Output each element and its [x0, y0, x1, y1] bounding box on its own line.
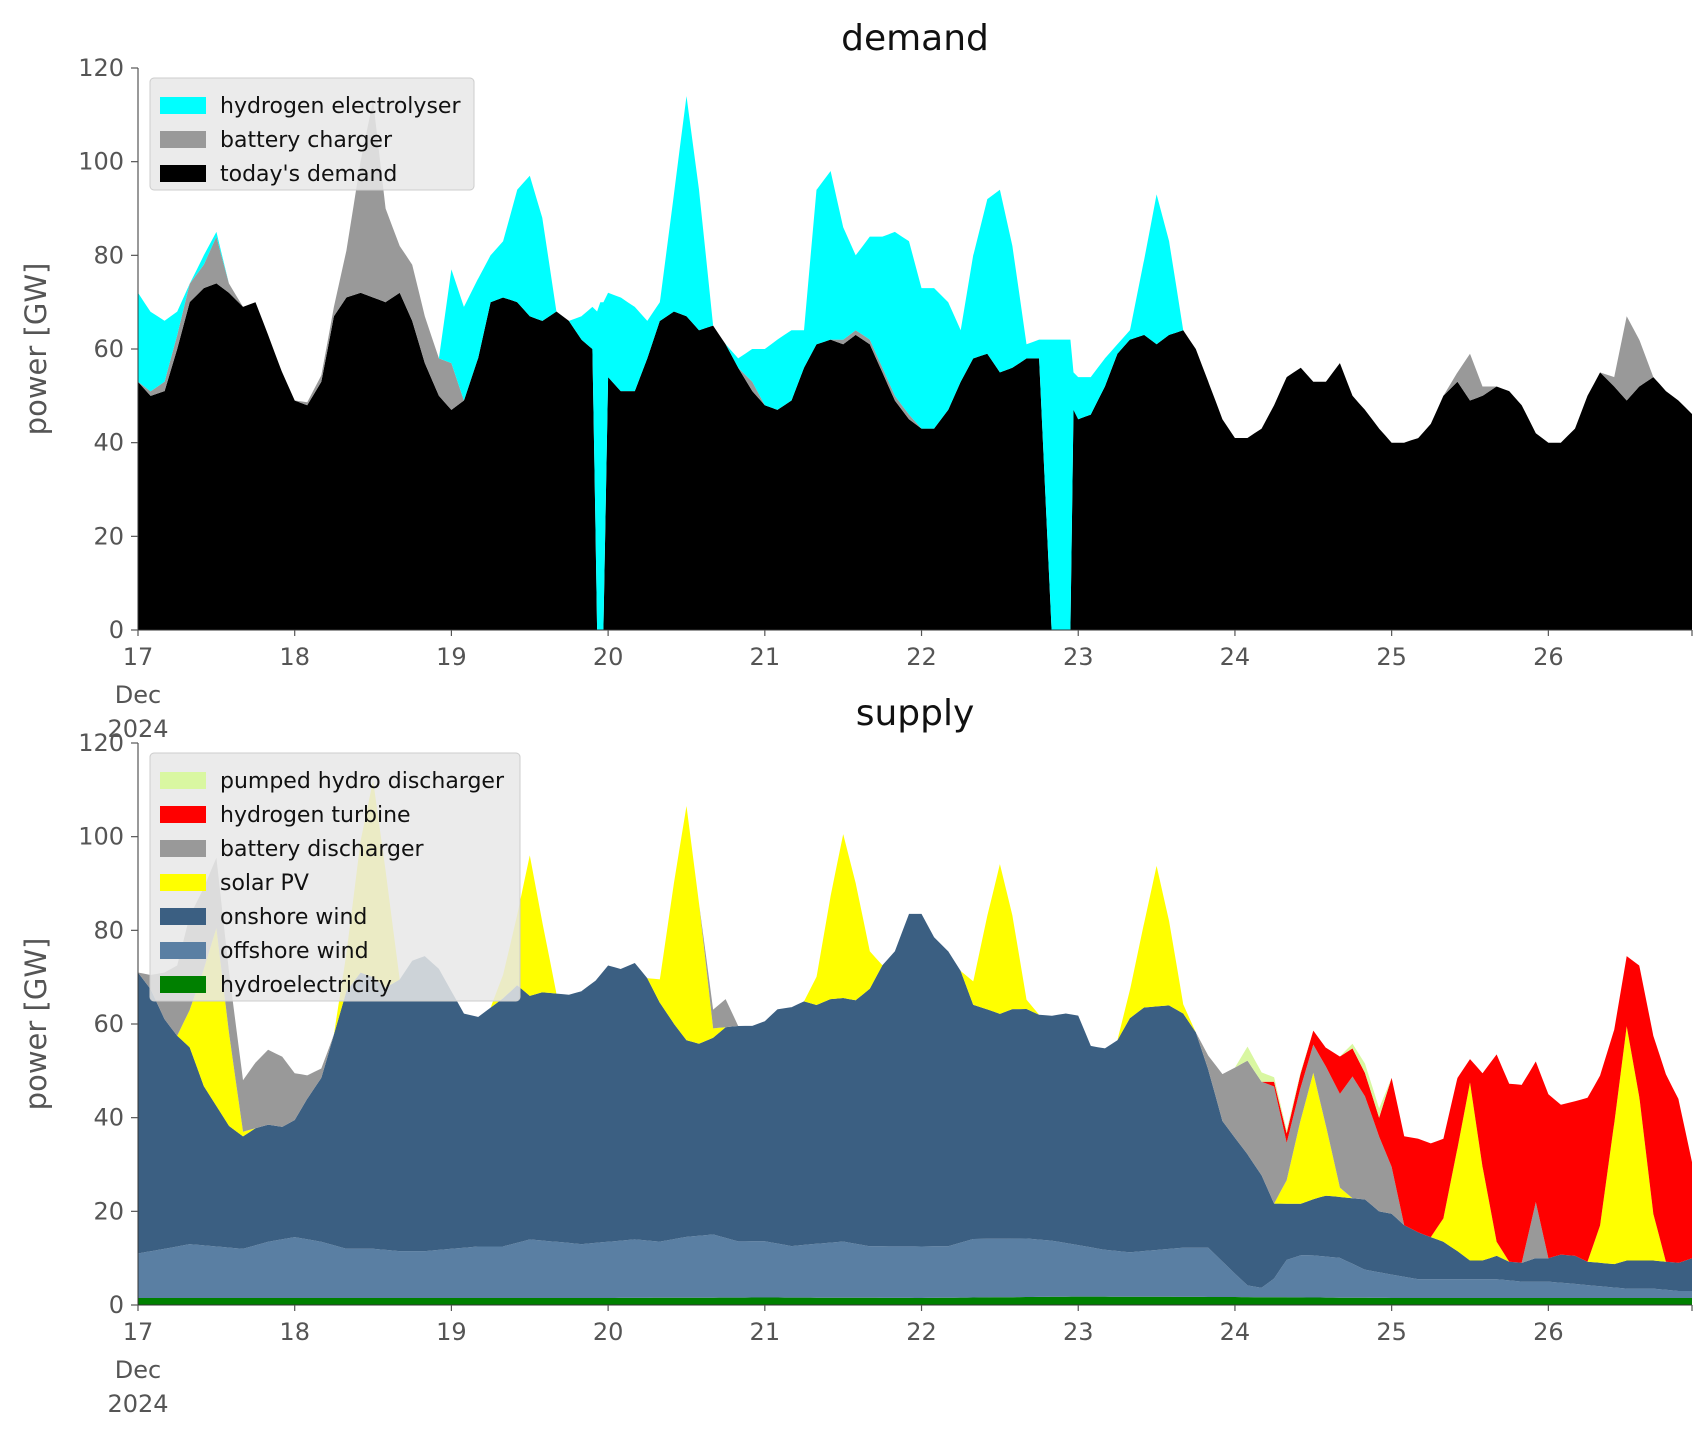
- x-tick-label: 26: [1533, 1318, 1564, 1346]
- legend-swatch: [160, 976, 206, 993]
- legend-swatch: [160, 908, 206, 925]
- y-tick-label: 20: [93, 1197, 124, 1225]
- legend-label: battery discharger: [220, 837, 425, 862]
- legend-box: [149, 77, 475, 191]
- y-tick-label: 60: [93, 1010, 124, 1038]
- y-tick-label: 40: [93, 429, 124, 457]
- chart-title: demand: [841, 18, 989, 59]
- y-tick-label: 0: [109, 616, 124, 644]
- area-series-solar-pv: [138, 780, 1692, 1265]
- x-tick-label: 25: [1376, 1318, 1407, 1346]
- legend-label: today's demand: [220, 162, 397, 187]
- y-tick-label: 100: [78, 823, 124, 851]
- legend-swatch: [160, 131, 206, 148]
- legend-swatch: [160, 942, 206, 959]
- x-date-sublabel: 2024: [107, 1390, 168, 1418]
- x-tick-label: 24: [1220, 1318, 1251, 1346]
- x-tick-label: 20: [593, 1318, 624, 1346]
- x-tick-label: 18: [279, 643, 310, 671]
- legend-label: offshore wind: [220, 939, 369, 964]
- area-series-offshore-wind: [138, 1234, 1692, 1298]
- legend-swatch: [160, 874, 206, 891]
- area-layers: [138, 780, 1692, 1305]
- x-tick-label: 19: [436, 643, 467, 671]
- y-tick-label: 20: [93, 522, 124, 550]
- x-tick-label: 17: [123, 643, 154, 671]
- area-series-onshore-wind: [138, 913, 1692, 1291]
- y-tick-label: 80: [93, 916, 124, 944]
- legend-label: hydroelectricity: [220, 973, 392, 998]
- x-date-sublabel: 2024: [107, 715, 168, 743]
- chart-demand: 0 20 40 60 80 100 120 17 18 19 20 21 22 23 24 25 26 Dec 20…: [19, 18, 1693, 743]
- legend-swatch: [160, 97, 206, 114]
- x-tick-label: 23: [1063, 1318, 1094, 1346]
- x-tick-label: 21: [750, 643, 781, 671]
- x-tick-label: 24: [1220, 643, 1251, 671]
- y-tick-label: 120: [78, 729, 124, 757]
- area-series-battery-discharger: [138, 780, 1692, 1263]
- legend-box: [149, 752, 521, 1002]
- x-tick-label: 22: [906, 1318, 937, 1346]
- legend-label: battery charger: [220, 128, 393, 153]
- x-tick-label: 18: [279, 1318, 310, 1346]
- legend-swatch: [160, 165, 206, 182]
- legend-swatch: [160, 806, 206, 823]
- legend: hydrogen electrolyser battery charger toda…: [149, 77, 475, 191]
- area-series-hydroelectricity: [138, 1296, 1692, 1305]
- legend-label: pumped hydro discharger: [220, 769, 505, 794]
- x-tick-label: 26: [1533, 643, 1564, 671]
- area-series-hydrogen-electrolyser: [138, 96, 1692, 631]
- area-series-battery-charger: [138, 100, 1692, 631]
- x-date-sublabel: Dec: [115, 681, 161, 709]
- chart-title: supply: [856, 693, 975, 734]
- area-series-today-s-demand: [138, 283, 1692, 630]
- legend: pumped hydro discharger hydrogen turbine b…: [149, 752, 521, 1002]
- x-tick-label: 23: [1063, 643, 1094, 671]
- area-layers: [138, 96, 1692, 631]
- legend-label: onshore wind: [220, 905, 367, 930]
- y-axis-label: power [GW]: [19, 938, 53, 1111]
- y-tick-label: 100: [78, 148, 124, 176]
- legend-swatch: [160, 840, 206, 857]
- legend-label: hydrogen electrolyser: [220, 94, 461, 119]
- y-tick-label: 40: [93, 1104, 124, 1132]
- legend-label: hydrogen turbine: [220, 803, 411, 828]
- y-axis-label: power [GW]: [19, 263, 53, 436]
- y-tick-label: 120: [78, 54, 124, 82]
- legend-swatch: [160, 772, 206, 789]
- y-tick-label: 80: [93, 241, 124, 269]
- legend-label: solar PV: [220, 871, 309, 896]
- chart-supply: 0 20 40 60 80 100 120 17 18 19 20 21 22 23 24 25 26 Dec 20…: [19, 693, 1693, 1418]
- y-tick-label: 60: [93, 335, 124, 363]
- x-tick-label: 22: [906, 643, 937, 671]
- y-tick-label: 0: [109, 1291, 124, 1319]
- x-tick-label: 21: [750, 1318, 781, 1346]
- x-tick-label: 20: [593, 643, 624, 671]
- x-tick-label: 25: [1376, 643, 1407, 671]
- x-tick-label: 17: [123, 1318, 154, 1346]
- x-date-sublabel: Dec: [115, 1356, 161, 1384]
- x-tick-label: 19: [436, 1318, 467, 1346]
